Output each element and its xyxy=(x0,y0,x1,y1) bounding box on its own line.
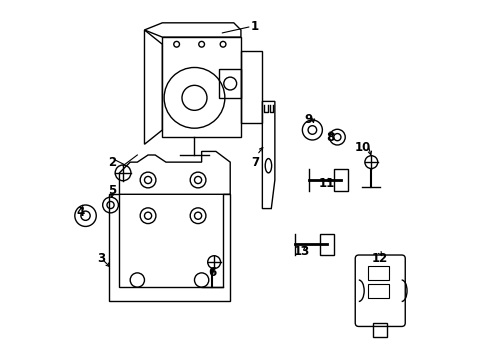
Text: 3: 3 xyxy=(97,252,105,265)
Text: 6: 6 xyxy=(208,266,216,279)
Text: 9: 9 xyxy=(304,113,312,126)
Text: 5: 5 xyxy=(108,184,116,197)
Text: 10: 10 xyxy=(353,141,370,154)
Text: 13: 13 xyxy=(293,245,309,258)
Text: 7: 7 xyxy=(251,156,259,168)
Text: 2: 2 xyxy=(108,156,116,168)
Text: 11: 11 xyxy=(318,177,334,190)
Text: 12: 12 xyxy=(371,252,387,265)
Text: 8: 8 xyxy=(325,131,334,144)
Text: 1: 1 xyxy=(251,20,259,33)
Text: 4: 4 xyxy=(76,206,84,219)
